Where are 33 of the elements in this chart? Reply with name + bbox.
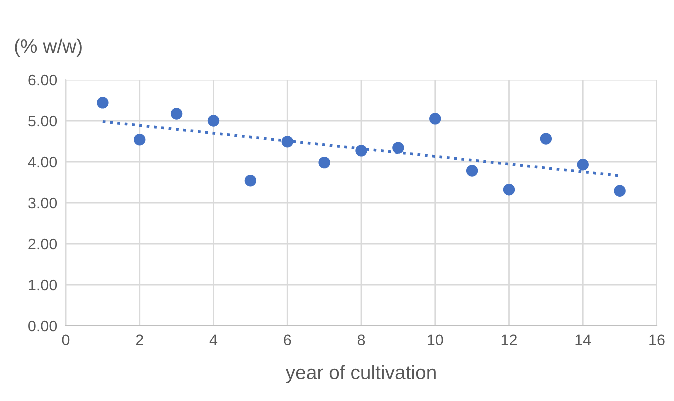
point	[392, 142, 404, 154]
point	[318, 156, 330, 169]
y-tick-label: 4.00	[28, 156, 58, 168]
x-tick-label: 2	[136, 334, 144, 346]
point	[134, 134, 146, 146]
point	[97, 97, 109, 109]
x-tick-label: 14	[576, 334, 592, 346]
point	[540, 133, 552, 145]
point	[244, 175, 257, 187]
x-tick-label: 10	[428, 334, 444, 346]
x-tick-label: 0	[62, 334, 70, 346]
x-tick-label: 16	[650, 334, 665, 346]
point	[208, 115, 220, 127]
point	[356, 145, 368, 157]
point	[170, 108, 183, 120]
y-tick-label: 5.00	[28, 116, 58, 127]
x-tick-label: 6	[284, 334, 292, 346]
x-tick-label: 4	[210, 334, 218, 346]
y-tick-label: 6.00	[28, 74, 58, 86]
x-tick-label: 12	[502, 334, 517, 346]
point	[430, 113, 442, 125]
y-tick-label: 0.00	[28, 320, 58, 332]
x-axis-title: year of cultivation	[286, 365, 436, 384]
point	[466, 165, 478, 177]
y-axis-title: (% w/w)	[15, 38, 82, 58]
y-tick-label: 3.00	[28, 198, 58, 209]
point	[282, 136, 294, 148]
y-tick-label: 1.00	[29, 280, 58, 291]
point	[614, 185, 626, 197]
point	[577, 159, 589, 171]
y-tick-label: 2.00	[28, 238, 58, 250]
x-tick-label: 8	[358, 334, 366, 346]
point	[503, 184, 516, 196]
